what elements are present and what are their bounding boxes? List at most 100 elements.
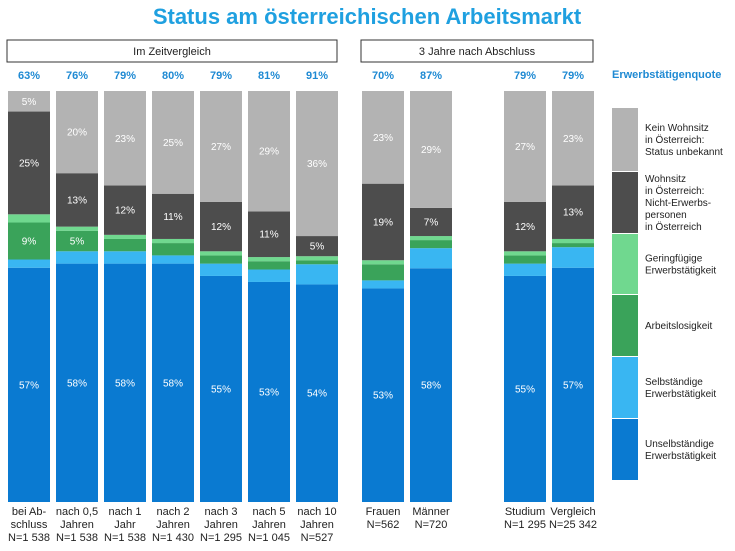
segment-label: 13% — [67, 195, 87, 206]
segment-label: 57% — [19, 380, 39, 391]
legend-label: in Österreich: — [645, 134, 704, 146]
category-label: N=1 430 — [152, 532, 194, 544]
category-label: nach 5 — [252, 506, 285, 518]
segment-label: 12% — [115, 206, 135, 217]
bar-segment — [8, 91, 50, 112]
category-label: Vergleich — [550, 506, 595, 518]
segment-label: 12% — [211, 222, 231, 233]
legend-swatch — [612, 108, 638, 171]
segment-label: 27% — [515, 142, 535, 153]
legend-label: Erwerbstätigkeit — [645, 451, 716, 462]
bar-segment — [152, 243, 194, 256]
bar-segment — [104, 238, 146, 252]
bar-segment — [56, 263, 98, 502]
bar-segment — [296, 256, 338, 261]
segment-label: 9% — [22, 237, 37, 248]
segment-label: 58% — [421, 381, 441, 392]
bar-segment — [56, 91, 98, 174]
bar-segment — [552, 91, 594, 186]
bar-segment — [362, 288, 404, 502]
segment-label: 23% — [373, 133, 393, 144]
bar-segment — [8, 214, 50, 223]
bar-segment — [56, 251, 98, 264]
quote-label: 81% — [258, 70, 280, 82]
category-label: N=1 295 — [200, 532, 242, 544]
segment-label: 23% — [115, 134, 135, 145]
bar-segment — [410, 248, 452, 269]
segment-label: 27% — [211, 142, 231, 153]
legend-label: personen — [645, 210, 687, 221]
segment-label: 11% — [259, 230, 278, 241]
bar-segment — [552, 238, 594, 244]
quote-label: 91% — [306, 70, 328, 82]
bar-segment — [410, 91, 452, 208]
segment-label: 5% — [22, 97, 37, 108]
group-box-3-jahre — [360, 39, 594, 63]
bar-segment — [552, 185, 594, 239]
segment-label: 11% — [163, 212, 182, 223]
bar-segment — [410, 236, 452, 241]
segment-label: 54% — [307, 389, 327, 400]
quote-label: 87% — [420, 70, 442, 82]
bar-segment — [362, 183, 404, 261]
bar-segment — [296, 91, 338, 237]
bar-segment — [410, 240, 452, 249]
bar-segment — [362, 264, 404, 281]
segment-label: 36% — [307, 159, 327, 170]
category-label: Frauen — [366, 506, 401, 518]
category-label: Jahren — [300, 519, 334, 531]
bar-segment — [362, 280, 404, 289]
segment-label: 7% — [424, 217, 439, 228]
segment-label: 25% — [19, 158, 39, 169]
bar-segment — [152, 193, 194, 239]
legend-label: Kein Wohnsitz — [645, 123, 709, 134]
category-label: N=1 295 — [504, 519, 546, 531]
legend-label: Geringfügige — [645, 254, 703, 265]
legend-label: Erwerbstätigkeit — [645, 389, 716, 400]
bar-segment — [504, 201, 546, 252]
bar-segment — [8, 111, 50, 215]
segment-label: 25% — [163, 138, 183, 149]
bar-segment — [104, 251, 146, 264]
category-label: Jahr — [114, 519, 136, 531]
bar-segment — [296, 264, 338, 285]
bar-segment — [200, 201, 242, 252]
segment-label: 58% — [67, 378, 87, 389]
category-label: N=25 342 — [549, 519, 597, 531]
category-label: nach 10 — [297, 506, 336, 518]
bar-segment — [552, 243, 594, 248]
bar-segment — [504, 263, 546, 276]
category-label: nach 0,5 — [56, 506, 98, 518]
category-label: N=562 — [367, 519, 400, 531]
legend-swatch — [612, 172, 638, 233]
segment-label: 5% — [310, 242, 325, 253]
category-label: nach 3 — [204, 506, 237, 518]
group-label-3-jahre: 3 Jahre nach Abschluss — [419, 46, 536, 58]
segment-label: 13% — [563, 208, 583, 219]
category-label: N=1 538 — [56, 532, 98, 544]
bar-segment — [296, 260, 338, 265]
category-label: N=1 538 — [8, 532, 50, 544]
legend-label: Status unbekannt — [645, 147, 723, 158]
bar-segment — [152, 263, 194, 502]
bar-segment — [56, 226, 98, 231]
bar-segment — [504, 275, 546, 502]
quote-label: 79% — [210, 70, 232, 82]
bar-segment — [362, 91, 404, 184]
legend-swatch — [612, 419, 638, 480]
bar-segment — [104, 185, 146, 235]
segment-label: 58% — [163, 378, 183, 389]
quote-label: 63% — [18, 70, 40, 82]
bar-segment — [56, 230, 98, 252]
legend-label: in Österreich — [645, 221, 702, 233]
category-label: schluss — [11, 519, 48, 531]
bar-segment — [152, 255, 194, 264]
legend-swatch — [612, 295, 638, 356]
category-label: nach 2 — [156, 506, 189, 518]
chart-title: Status am österreichischen Arbeitsmarkt — [153, 4, 582, 29]
legend-label: Selbständige — [645, 377, 703, 388]
bar-segment — [104, 263, 146, 502]
segment-label: 57% — [563, 380, 583, 391]
legend-label: in Österreich: — [645, 185, 704, 197]
